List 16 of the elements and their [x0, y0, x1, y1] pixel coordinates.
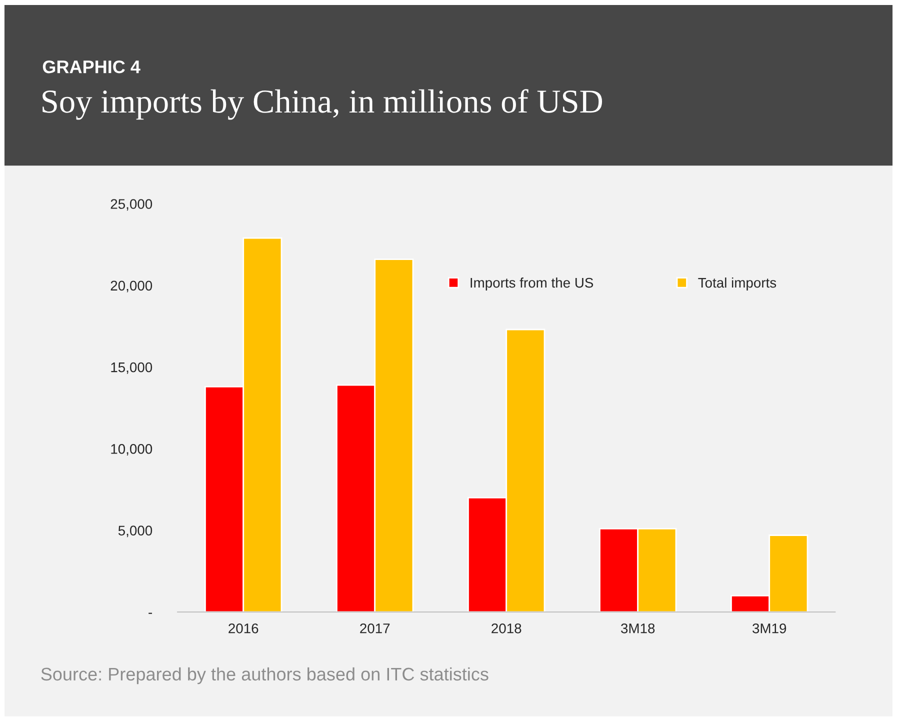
y-tick-label: 20,000 [110, 280, 152, 292]
y-tick-label: 5,000 [118, 526, 152, 538]
legend-label: Total imports [698, 277, 776, 290]
source-note: Source: Prepared by the authors based on ITC statistics [41, 667, 488, 684]
x-tick-label: 3M18 [621, 623, 655, 634]
y-tick-label: - [148, 612, 152, 614]
x-tick-label: 2016 [228, 623, 258, 634]
chart-subtitle: GRAPHIC 4 [42, 60, 140, 74]
x-tick-label: 3M19 [752, 623, 786, 634]
y-tick-label: 25,000 [110, 199, 152, 211]
y-tick-label: 15,000 [111, 362, 152, 374]
chart-title: Soy imports by China, in millions of USD [42, 89, 602, 120]
legend-label: Imports from the US [470, 277, 594, 290]
x-tick-label: 2018 [492, 623, 522, 634]
x-tick-label: 2017 [360, 623, 390, 634]
y-tick-label: 10,000 [111, 444, 152, 456]
